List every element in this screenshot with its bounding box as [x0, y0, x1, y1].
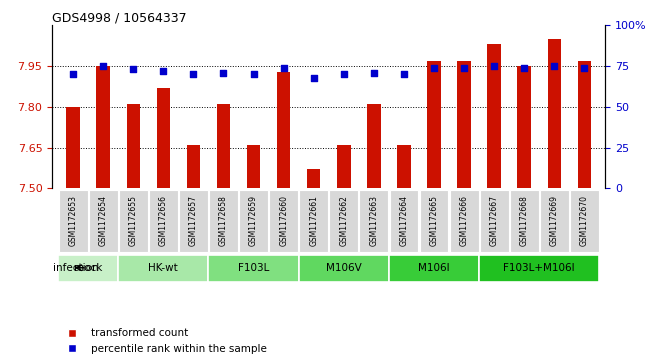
- FancyBboxPatch shape: [179, 189, 208, 252]
- Text: GSM1172663: GSM1172663: [369, 195, 378, 246]
- Bar: [397, 145, 411, 188]
- Legend: transformed count, percentile rank within the sample: transformed count, percentile rank withi…: [57, 324, 271, 358]
- Bar: [187, 145, 201, 188]
- Bar: [547, 39, 561, 188]
- Point: [519, 65, 529, 71]
- Text: GSM1172664: GSM1172664: [400, 195, 408, 246]
- Point: [188, 72, 199, 77]
- Text: mock: mock: [74, 263, 102, 273]
- Bar: [427, 61, 441, 188]
- Point: [249, 72, 259, 77]
- FancyBboxPatch shape: [89, 189, 118, 252]
- Bar: [307, 169, 320, 188]
- FancyBboxPatch shape: [239, 189, 268, 252]
- Bar: [247, 145, 260, 188]
- Text: GSM1172653: GSM1172653: [68, 195, 77, 246]
- Point: [98, 63, 109, 69]
- Point: [339, 72, 349, 77]
- Point: [309, 75, 319, 81]
- Point: [158, 68, 169, 74]
- FancyBboxPatch shape: [480, 189, 508, 252]
- Text: GSM1172665: GSM1172665: [430, 195, 439, 246]
- Text: GSM1172660: GSM1172660: [279, 195, 288, 246]
- Text: F103L: F103L: [238, 263, 270, 273]
- Text: GSM1172656: GSM1172656: [159, 195, 168, 246]
- Bar: [577, 61, 591, 188]
- FancyBboxPatch shape: [450, 189, 478, 252]
- Text: GSM1172669: GSM1172669: [550, 195, 559, 246]
- Point: [549, 63, 559, 69]
- Bar: [217, 104, 230, 188]
- Bar: [518, 66, 531, 188]
- Point: [68, 72, 78, 77]
- FancyBboxPatch shape: [540, 189, 569, 252]
- Point: [489, 63, 499, 69]
- Text: M106V: M106V: [326, 263, 362, 273]
- Point: [368, 70, 379, 76]
- FancyBboxPatch shape: [329, 189, 358, 252]
- FancyBboxPatch shape: [479, 255, 600, 282]
- Point: [459, 65, 469, 71]
- FancyBboxPatch shape: [119, 189, 148, 252]
- FancyBboxPatch shape: [209, 189, 238, 252]
- Text: GSM1172657: GSM1172657: [189, 195, 198, 246]
- Text: GSM1172654: GSM1172654: [99, 195, 107, 246]
- Point: [218, 70, 229, 76]
- Bar: [277, 72, 290, 188]
- FancyBboxPatch shape: [420, 189, 449, 252]
- Text: HK-wt: HK-wt: [148, 263, 178, 273]
- Text: GSM1172658: GSM1172658: [219, 196, 228, 246]
- Text: GSM1172661: GSM1172661: [309, 196, 318, 246]
- Text: GSM1172666: GSM1172666: [460, 195, 469, 246]
- Bar: [157, 88, 170, 188]
- Point: [429, 65, 439, 71]
- Bar: [488, 44, 501, 188]
- Text: GSM1172670: GSM1172670: [580, 195, 589, 246]
- FancyBboxPatch shape: [59, 189, 88, 252]
- Text: GSM1172655: GSM1172655: [129, 195, 138, 246]
- FancyBboxPatch shape: [510, 189, 538, 252]
- Bar: [457, 61, 471, 188]
- Text: M106I: M106I: [418, 263, 450, 273]
- Text: GSM1172668: GSM1172668: [519, 196, 529, 246]
- Bar: [367, 104, 381, 188]
- FancyBboxPatch shape: [58, 255, 118, 282]
- Text: GSM1172662: GSM1172662: [339, 196, 348, 246]
- FancyBboxPatch shape: [149, 189, 178, 252]
- Point: [128, 66, 139, 72]
- Point: [279, 65, 289, 71]
- Text: GSM1172659: GSM1172659: [249, 195, 258, 246]
- Bar: [126, 104, 140, 188]
- FancyBboxPatch shape: [118, 255, 208, 282]
- FancyBboxPatch shape: [389, 189, 419, 252]
- Bar: [337, 145, 350, 188]
- Text: GSM1172667: GSM1172667: [490, 195, 499, 246]
- Bar: [66, 107, 80, 188]
- FancyBboxPatch shape: [359, 189, 388, 252]
- FancyBboxPatch shape: [570, 189, 599, 252]
- FancyBboxPatch shape: [389, 255, 479, 282]
- FancyBboxPatch shape: [299, 189, 328, 252]
- FancyBboxPatch shape: [299, 255, 389, 282]
- FancyBboxPatch shape: [270, 189, 298, 252]
- FancyBboxPatch shape: [208, 255, 299, 282]
- Bar: [96, 66, 110, 188]
- Point: [579, 65, 590, 71]
- Text: infection: infection: [53, 263, 98, 273]
- Text: F103L+M106I: F103L+M106I: [503, 263, 575, 273]
- Text: GDS4998 / 10564337: GDS4998 / 10564337: [52, 11, 187, 24]
- Point: [398, 72, 409, 77]
